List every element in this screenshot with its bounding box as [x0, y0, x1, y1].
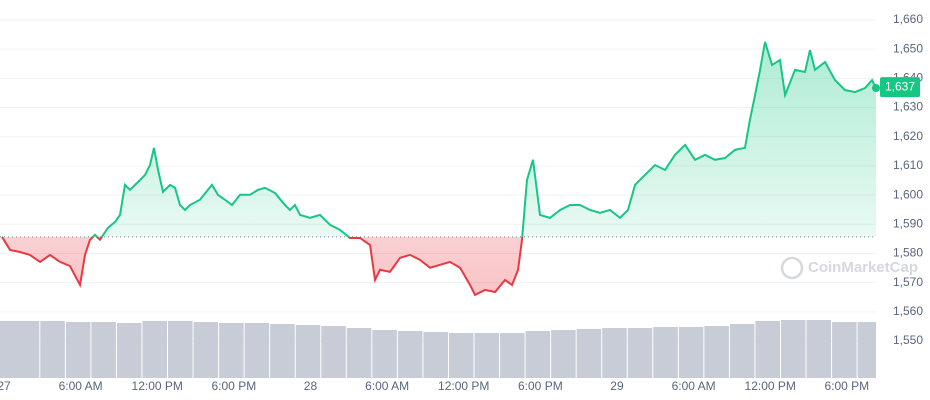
y-tick-label: 1,550 [893, 333, 923, 347]
x-tick-label: 6:00 PM [212, 379, 257, 393]
volume-bar [423, 332, 448, 378]
volume-bar [219, 323, 244, 378]
volume-bar [244, 323, 270, 378]
y-tick-label: 1,650 [893, 41, 923, 55]
volume-bar [40, 321, 65, 378]
x-tick-label: 12:00 PM [132, 379, 183, 393]
area-down [2, 236, 876, 295]
volume-bar [755, 321, 780, 378]
price-line-up [2, 41, 877, 237]
x-tick-label: 28 [304, 379, 318, 393]
y-tick-label: 1,610 [893, 158, 923, 172]
volume-bar [91, 322, 116, 378]
area-up [92, 41, 876, 237]
price-tag [880, 77, 920, 98]
volume-bar [678, 327, 704, 378]
volume-bar [321, 326, 346, 378]
volume-bar [448, 333, 474, 378]
x-tick-label: 6:00 AM [365, 379, 409, 393]
volume-bar [704, 326, 729, 378]
x-tick-label: 27 [0, 379, 11, 393]
volume-bar [525, 331, 551, 378]
volume-bar [116, 323, 142, 378]
x-tick-label: 12:00 PM [438, 379, 489, 393]
volume-bar [500, 333, 525, 378]
x-tick-label: 6:00 AM [59, 379, 103, 393]
last-point [872, 83, 880, 92]
y-tick-label: 1,580 [893, 246, 923, 260]
x-tick-label: 6:00 PM [518, 379, 563, 393]
watermark-text: CoinMarketCap [808, 259, 918, 276]
volume-bar [602, 328, 627, 378]
y-tick-label: 1,660 [893, 12, 923, 26]
volume-bar [551, 330, 576, 378]
volume-bar [832, 322, 857, 378]
watermark: CoinMarketCap [780, 256, 918, 280]
y-tick-label: 1,560 [893, 304, 923, 318]
y-tick-label: 1,600 [893, 187, 923, 201]
volume-bar [193, 322, 219, 378]
y-tick-label: 1,620 [893, 129, 923, 143]
volume-bar [168, 321, 193, 378]
x-tick-label: 29 [610, 379, 624, 393]
volume-bar [270, 324, 295, 378]
y-tick-label: 1,590 [893, 216, 923, 230]
volume-bar [576, 329, 602, 378]
volume-bar [65, 322, 91, 378]
x-tick-label: 12:00 PM [745, 379, 796, 393]
volume-bar [729, 324, 755, 378]
price-line-down [1, 236, 524, 297]
x-tick-label: 6:00 AM [672, 379, 716, 393]
volume-bar [295, 325, 321, 378]
volume-bar [14, 321, 40, 378]
y-tick-label: 1,570 [893, 275, 923, 289]
x-tick-label: 6:00 PM [824, 379, 869, 393]
volume-bar [474, 333, 500, 378]
volume-bar [397, 331, 423, 378]
volume-bar [142, 321, 168, 378]
volume-bar [780, 320, 806, 378]
price-tag-label: 1,637 [885, 79, 915, 93]
volume-bar [372, 330, 397, 378]
volume-bar [653, 327, 678, 378]
volume-bar [857, 322, 876, 378]
volume-bar [806, 320, 832, 378]
y-tick-label: 1,630 [893, 100, 923, 114]
volume-bar [627, 328, 653, 378]
volume-bar [346, 328, 372, 378]
